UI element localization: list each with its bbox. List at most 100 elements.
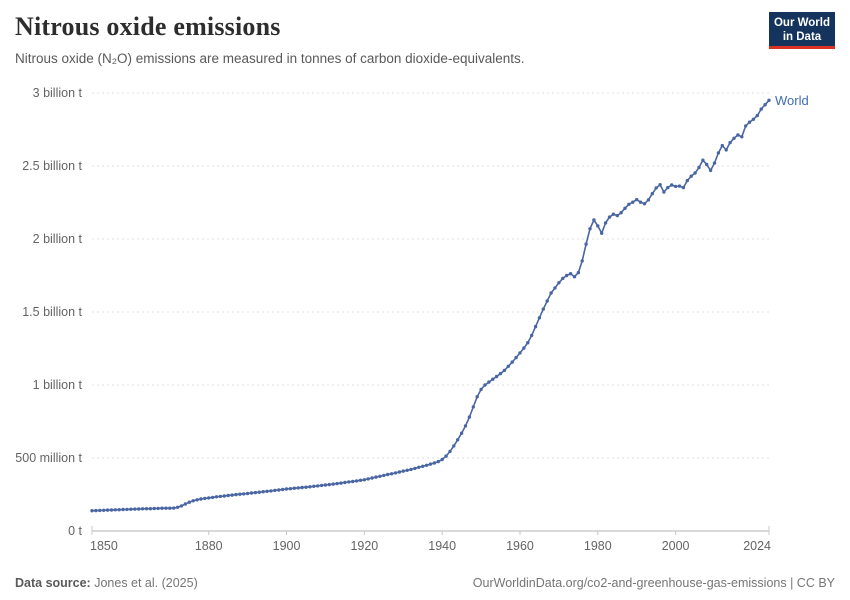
world-data-point[interactable]: [506, 364, 510, 368]
world-data-point[interactable]: [195, 498, 199, 502]
world-data-point[interactable]: [90, 509, 94, 513]
world-data-point[interactable]: [755, 113, 759, 118]
world-data-point[interactable]: [168, 506, 172, 510]
world-data-point[interactable]: [545, 299, 549, 303]
world-data-point[interactable]: [732, 136, 736, 140]
world-data-point[interactable]: [417, 465, 421, 469]
world-data-point[interactable]: [238, 492, 242, 496]
world-data-point[interactable]: [635, 197, 639, 202]
world-data-point[interactable]: [319, 483, 324, 488]
world-data-point[interactable]: [257, 490, 261, 494]
world-data-point[interactable]: [705, 162, 709, 167]
world-data-point[interactable]: [230, 493, 234, 497]
world-data-point[interactable]: [510, 360, 514, 364]
world-data-point[interactable]: [347, 480, 351, 484]
world-data-point[interactable]: [537, 316, 542, 320]
world-data-point[interactable]: [623, 206, 627, 210]
license-credit[interactable]: OurWorldinData.org/co2-and-greenhouse-ga…: [472, 576, 835, 590]
world-data-point[interactable]: [261, 490, 265, 494]
world-data-point[interactable]: [677, 184, 682, 188]
world-data-point[interactable]: [428, 462, 433, 466]
world-data-point[interactable]: [751, 117, 756, 122]
world-data-point[interactable]: [156, 506, 160, 511]
world-data-point[interactable]: [475, 395, 479, 399]
world-data-point[interactable]: [708, 168, 713, 173]
world-data-point[interactable]: [354, 479, 359, 483]
world-data-point[interactable]: [370, 476, 374, 480]
world-data-point[interactable]: [467, 415, 472, 419]
world-data-point[interactable]: [125, 507, 129, 512]
world-data-point[interactable]: [242, 492, 246, 496]
world-data-point[interactable]: [673, 184, 678, 189]
world-data-point[interactable]: [308, 485, 312, 489]
world-data-point[interactable]: [491, 377, 495, 381]
world-data-point[interactable]: [716, 151, 721, 155]
world-data-point[interactable]: [140, 507, 145, 511]
world-data-point[interactable]: [214, 495, 219, 499]
world-data-point[interactable]: [245, 491, 250, 496]
world-data-point[interactable]: [284, 487, 289, 491]
world-data-point[interactable]: [600, 231, 604, 235]
world-data-point[interactable]: [565, 273, 569, 278]
world-data-point[interactable]: [526, 341, 530, 345]
world-data-point[interactable]: [113, 508, 118, 512]
world-data-point[interactable]: [712, 161, 717, 165]
world-data-point[interactable]: [740, 135, 744, 139]
world-data-point[interactable]: [164, 506, 168, 510]
world-data-point[interactable]: [763, 103, 767, 107]
world-data-point[interactable]: [576, 270, 581, 275]
world-data-point[interactable]: [615, 213, 619, 218]
world-data-point[interactable]: [518, 351, 522, 355]
world-data-point[interactable]: [137, 507, 141, 511]
world-data-point[interactable]: [658, 183, 662, 187]
world-data-point[interactable]: [172, 506, 176, 510]
world-data-point[interactable]: [681, 185, 686, 190]
world-data-point[interactable]: [662, 190, 666, 194]
world-data-point[interactable]: [487, 380, 491, 384]
world-series-label[interactable]: World: [775, 93, 809, 108]
world-data-point[interactable]: [129, 507, 133, 511]
world-data-point[interactable]: [584, 242, 588, 246]
world-data-point[interactable]: [144, 507, 149, 511]
world-data-point[interactable]: [199, 497, 203, 501]
world-data-point[interactable]: [592, 218, 596, 222]
world-data-point[interactable]: [362, 478, 367, 482]
world-data-point[interactable]: [222, 494, 226, 498]
world-data-point[interactable]: [463, 424, 468, 428]
world-data-point[interactable]: [541, 307, 545, 311]
world-data-point[interactable]: [689, 174, 693, 178]
world-data-point[interactable]: [226, 493, 230, 498]
world-data-point[interactable]: [405, 468, 409, 472]
world-data-point[interactable]: [386, 472, 390, 477]
world-data-point[interactable]: [568, 272, 573, 276]
world-data-point[interactable]: [296, 486, 300, 490]
world-data-point[interactable]: [498, 371, 503, 376]
world-data-point[interactable]: [277, 488, 281, 492]
world-data-point[interactable]: [522, 346, 526, 350]
world-data-point[interactable]: [300, 485, 304, 490]
world-data-point[interactable]: [109, 508, 114, 512]
world-data-point[interactable]: [203, 496, 207, 501]
world-data-point[interactable]: [133, 507, 137, 511]
world-data-point[interactable]: [389, 472, 394, 476]
world-data-point[interactable]: [327, 482, 331, 487]
world-data-point[interactable]: [549, 291, 553, 295]
world-data-point[interactable]: [736, 133, 740, 137]
world-data-point[interactable]: [265, 489, 269, 493]
world-data-point[interactable]: [588, 227, 592, 231]
world-data-point[interactable]: [179, 504, 184, 508]
world-data-point[interactable]: [288, 487, 293, 491]
world-data-point[interactable]: [105, 508, 110, 512]
world-data-point[interactable]: [452, 444, 456, 448]
world-data-point[interactable]: [339, 481, 343, 485]
world-data-point[interactable]: [456, 438, 460, 442]
world-data-point[interactable]: [374, 475, 378, 479]
world-data-point[interactable]: [619, 211, 623, 215]
world-data-point[interactable]: [747, 120, 752, 124]
world-data-point[interactable]: [607, 215, 612, 219]
world-data-point[interactable]: [316, 484, 320, 488]
world-data-point[interactable]: [654, 186, 658, 190]
world-data-point[interactable]: [440, 457, 444, 462]
world-data-point[interactable]: [646, 198, 651, 202]
world-data-point[interactable]: [413, 466, 417, 471]
